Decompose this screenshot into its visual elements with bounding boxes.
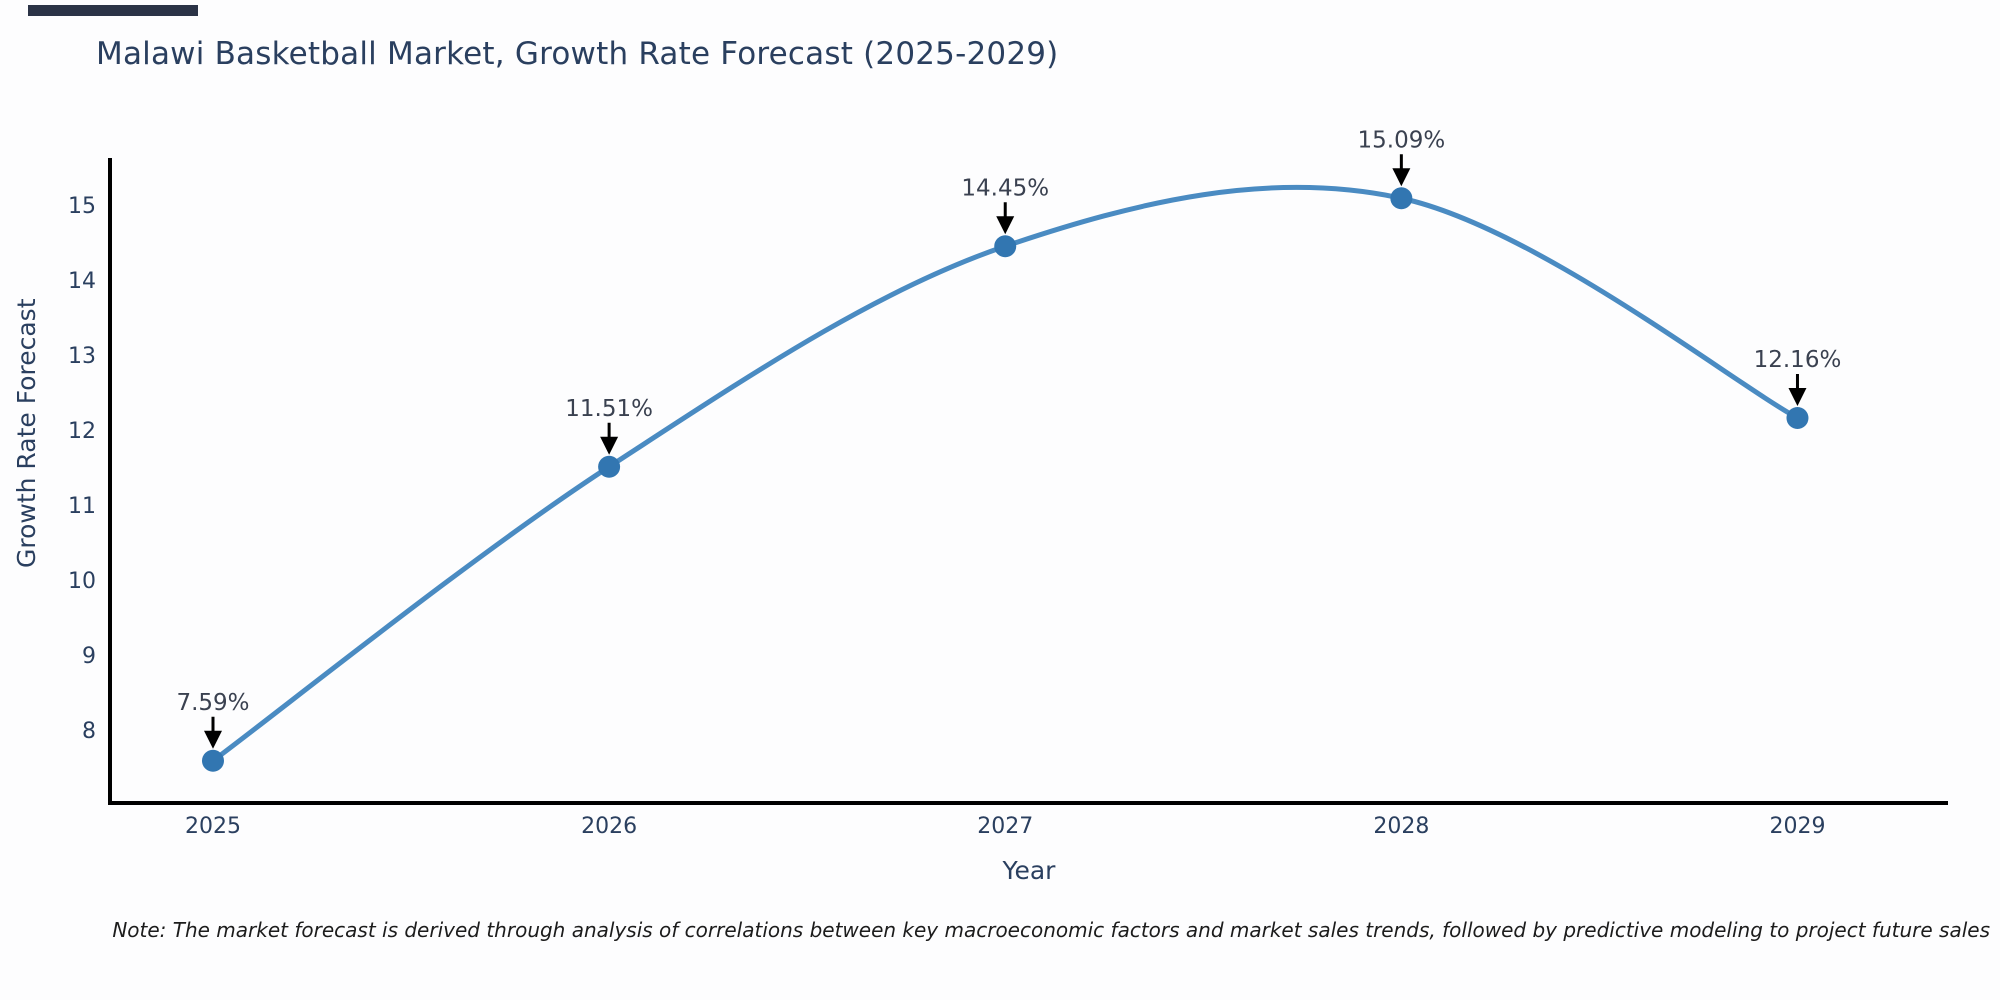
y-tick-label: 12 [68,419,96,444]
corner-artifact-bar [28,5,198,16]
y-tick-label: 15 [68,194,96,219]
data-point-marker[interactable] [1390,187,1413,210]
y-tick-label: 9 [82,644,96,669]
y-tick-label: 10 [68,569,96,594]
y-axis-title: Growth Rate Forecast [12,298,41,568]
y-tick-label: 8 [82,719,96,744]
data-point-label: 15.09% [1358,127,1446,153]
x-axis-title: Year [1002,856,1056,885]
data-point-marker[interactable] [994,235,1017,258]
annotation-arrow-head [600,436,619,455]
annotation-arrow-head [203,730,222,749]
footnote: Note: The market forecast is derived thr… [112,918,1990,942]
x-tick-label: 2028 [1373,814,1429,839]
y-tick-label: 14 [68,269,96,294]
x-tick-label: 2025 [185,814,241,839]
data-point-marker[interactable] [598,455,621,478]
annotation-arrow-head [996,216,1015,235]
x-tick-label: 2026 [581,814,637,839]
chart-title: Malawi Basketball Market, Growth Rate Fo… [96,36,1059,72]
data-point-marker[interactable] [201,749,224,772]
annotation-arrow-head [1392,168,1411,187]
x-tick-label: 2029 [1769,814,1825,839]
annotation-arrow-head [1788,388,1807,406]
y-tick-label: 13 [68,344,96,369]
data-point-label: 14.45% [961,175,1049,201]
data-point-label: 11.51% [565,396,653,422]
x-tick-label: 2027 [977,814,1033,839]
data-point-label: 7.59% [176,690,249,716]
forecast-line [210,184,1800,764]
data-point-label: 12.16% [1754,347,1842,373]
data-point-marker[interactable] [1786,407,1809,429]
y-tick-label: 11 [68,494,96,519]
